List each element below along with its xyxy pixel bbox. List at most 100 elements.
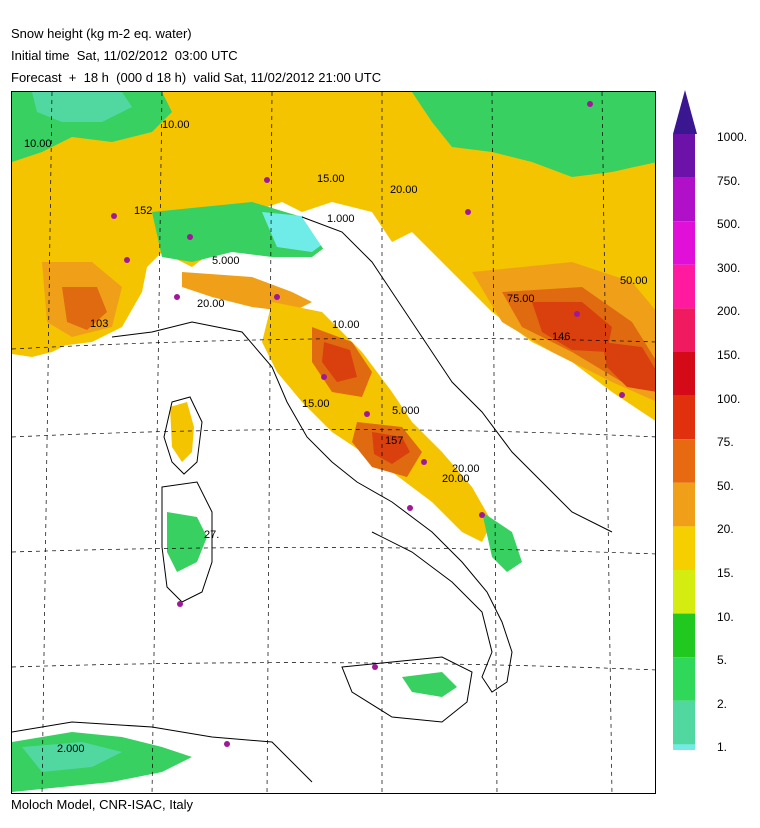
coastline-italy-west [111, 321, 513, 693]
snow-region-west-peak [62, 287, 107, 330]
contour-label: 10.00 [24, 138, 52, 150]
contour-label: 103 [90, 318, 108, 330]
legend-color-box [673, 134, 695, 178]
legend-level-label: 750. [717, 173, 741, 188]
snow-region-north-africa-cyan [22, 742, 122, 772]
city-marker [177, 601, 183, 607]
city-marker [407, 505, 413, 511]
graticule-meridian-1 [41, 92, 53, 793]
snow-region-centre-peak [322, 342, 357, 382]
city-marker [224, 741, 230, 747]
contour-label: 2.000 [57, 743, 85, 755]
city-marker [187, 234, 193, 240]
coastline-corsica [163, 396, 203, 475]
city-marker [465, 209, 471, 215]
city-marker [364, 411, 370, 417]
snow-region-sardinia [167, 512, 207, 572]
coastline-sardinia [161, 481, 213, 603]
city-marker [574, 311, 580, 317]
color-scale-legend: 1000. 750. 500. 300. 200. 150. 100. 75. 50. 20. 15… [673, 90, 760, 754]
map-canvas: 20.00 10.00 15.00 5.000 20.00 50.00 75.0… [12, 92, 655, 793]
contour-label: 5.000 [392, 405, 420, 417]
snow-region-nw-cyan [32, 92, 132, 122]
legend-level-label: 75. [717, 435, 734, 450]
contour-label: 5.000 [212, 255, 240, 267]
graticule-meridian-3 [266, 92, 273, 793]
legend-level-label: 50. [717, 478, 734, 493]
snow-height-map: 20.00 10.00 15.00 5.000 20.00 50.00 75.0… [11, 91, 656, 794]
legend-level-label: 100. [717, 391, 741, 406]
legend-level-label: 15. [717, 566, 734, 580]
model-credit: Moloch Model, CNR-ISAC, Italy [11, 797, 194, 812]
legend-color-box [673, 657, 695, 701]
legend-level-label: 500. [717, 217, 741, 232]
snow-fill-layer [12, 92, 655, 792]
legend-color-box [673, 352, 695, 396]
contour-label: 50.00 [620, 275, 648, 287]
contour-label: 20.00 [390, 184, 418, 196]
map-title: Snow height (kg m-2 eq. water) [11, 26, 192, 41]
legend-color-box [673, 613, 695, 658]
legend-color-box [673, 221, 695, 265]
legend-color-box [673, 264, 695, 309]
forecast-valid-time: Forecast + 18 h (000 d 18 h) valid Sat, … [11, 70, 382, 85]
contour-label: 157 [385, 435, 403, 447]
contour-label: 146 [552, 331, 570, 343]
legend-color-box [673, 395, 695, 440]
legend-color-box [673, 700, 695, 745]
legend-level-label: 200. [717, 304, 741, 319]
contour-label: 20.00 [197, 298, 225, 310]
legend-color-box [673, 526, 695, 570]
snow-region-balkans-peak-2 [602, 342, 655, 392]
city-marker [421, 459, 427, 465]
legend-level-label: 1. [717, 740, 728, 755]
legend-colorbar [673, 90, 697, 750]
contour-label: 1.000 [327, 213, 355, 225]
city-marker [274, 294, 280, 300]
snow-region-sicily [402, 672, 457, 697]
snow-region-calabria [482, 512, 522, 572]
graticule-parallel-3 [12, 547, 655, 555]
graticule-parallel-4 [12, 662, 655, 671]
city-marker-layer [111, 101, 625, 747]
contour-label: 152 [134, 205, 152, 217]
snow-region-abruzzo-peak [372, 432, 410, 464]
legend-level-label: 2. [717, 696, 728, 711]
legend-level-label: 20. [717, 522, 734, 537]
coastline-italy-east [301, 216, 613, 533]
legend-level-label: 5. [717, 653, 728, 668]
snow-region-alps [12, 92, 655, 381]
legend-color-box [673, 177, 695, 222]
legend-color-box [673, 744, 695, 750]
city-marker [479, 512, 485, 518]
snow-region-balkans-peak [532, 302, 612, 352]
graticule-meridian-2 [151, 92, 163, 793]
coastline-africa [12, 721, 313, 783]
contour-label: 20.00 [442, 473, 470, 485]
legend-level-label: 150. [717, 348, 741, 362]
city-marker [124, 257, 130, 263]
contour-label-layer: 20.00 10.00 15.00 5.000 20.00 50.00 75.0… [24, 119, 648, 755]
legend-color-box [673, 439, 695, 483]
graticule-meridian-5 [491, 92, 498, 793]
city-marker [587, 101, 593, 107]
contour-label: 27. [204, 529, 219, 541]
contour-label: 10.00 [162, 119, 190, 131]
graticule-meridian-6 [601, 92, 613, 793]
contour-label: 15.00 [317, 173, 345, 185]
initial-time: Initial time Sat, 11/02/2012 03:00 UTC [11, 48, 238, 63]
snow-region-pannonia-green [412, 92, 655, 177]
legend-level-label: 300. [717, 260, 741, 275]
city-marker [619, 392, 625, 398]
snow-region-apennine-north [182, 272, 312, 312]
contour-label: 75.00 [507, 293, 535, 305]
graticule-parallel-1 [12, 337, 655, 350]
graticule-layer [12, 92, 655, 793]
legend-level-label: 1000. [717, 130, 748, 144]
city-marker [174, 294, 180, 300]
city-marker [321, 374, 327, 380]
legend-color-box [673, 482, 695, 527]
city-marker [111, 213, 117, 219]
legend-level-label: 10. [717, 609, 734, 624]
legend-color-box [673, 308, 695, 352]
